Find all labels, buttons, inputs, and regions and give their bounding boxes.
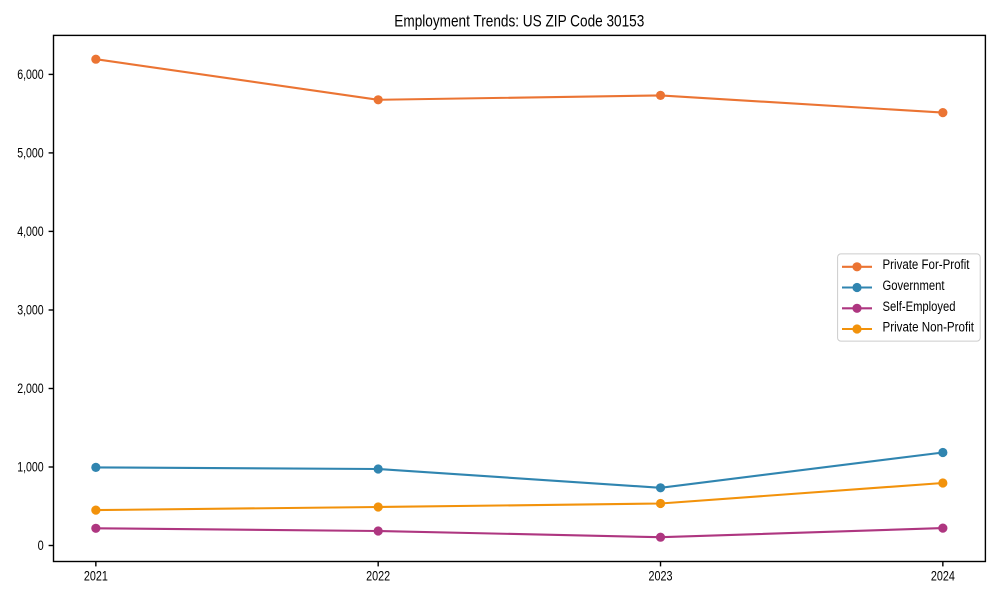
svg-text:Self-Employed: Self-Employed: [883, 299, 956, 314]
svg-text:2021: 2021: [84, 568, 108, 583]
svg-text:4,000: 4,000: [17, 224, 44, 239]
svg-text:2024: 2024: [931, 568, 955, 583]
svg-text:Private Non-Profit: Private Non-Profit: [883, 320, 975, 335]
svg-text:Employment Trends: US ZIP Code: Employment Trends: US ZIP Code 30153: [394, 13, 644, 31]
svg-text:2023: 2023: [649, 568, 673, 583]
svg-text:6,000: 6,000: [17, 67, 44, 82]
svg-text:Private For-Profit: Private For-Profit: [883, 257, 970, 272]
svg-text:2022: 2022: [366, 568, 390, 583]
svg-text:3,000: 3,000: [17, 303, 44, 318]
svg-text:2,000: 2,000: [17, 381, 44, 396]
svg-text:1,000: 1,000: [17, 460, 44, 475]
svg-text:5,000: 5,000: [17, 146, 44, 161]
svg-text:0: 0: [38, 538, 44, 553]
svg-text:Government: Government: [883, 278, 945, 293]
